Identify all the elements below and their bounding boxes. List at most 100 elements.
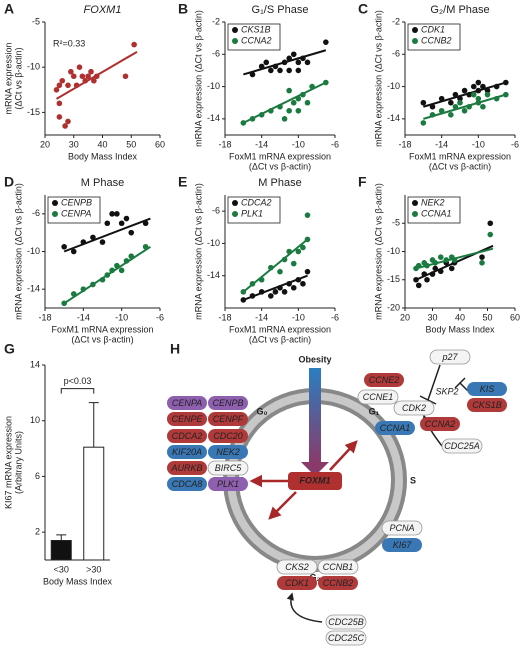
y-tick-label: -10: [387, 81, 400, 91]
legend-marker: [232, 211, 238, 217]
point: [131, 41, 137, 48]
gene-pill: [167, 461, 207, 475]
point: [300, 244, 306, 251]
trend-line: [423, 81, 507, 108]
x-tick-label: 40: [455, 312, 465, 322]
gene-label: CDK1: [285, 578, 309, 588]
point: [484, 91, 491, 98]
y-axis-label: (Arbitrary Units): [13, 431, 23, 494]
point: [452, 103, 459, 110]
point: [290, 99, 297, 106]
point: [62, 123, 68, 129]
x-tick-label: -18: [218, 312, 231, 322]
gene-pill: [208, 445, 248, 459]
point: [268, 107, 274, 114]
annotation: p<0.03: [64, 376, 92, 386]
legend-label: CENPA: [61, 208, 91, 218]
gene-pill: [167, 412, 207, 426]
arrow: [286, 592, 323, 623]
gene-label: AURKB: [170, 463, 202, 473]
gene-pill: [381, 520, 423, 536]
y-axis-label: mRNA expression (ΔCt vs β-actin): [193, 10, 203, 147]
legend-label: CKS1B: [241, 24, 271, 34]
point: [65, 118, 71, 125]
point: [300, 91, 306, 98]
point: [123, 215, 130, 222]
x-axis-label: FoxM1 mRNA expression: [229, 324, 331, 334]
x-tick-label: -10: [115, 312, 128, 322]
gene-pill: [441, 438, 483, 454]
point: [286, 67, 292, 74]
point: [128, 253, 135, 260]
x-tick-label: 50: [126, 139, 136, 149]
chart-title: FOXM1: [84, 4, 122, 16]
phase-label: G₂: [310, 572, 321, 582]
y-tick-label: -6: [392, 49, 400, 59]
chart-title: G₁/S Phase: [252, 4, 309, 16]
legend-label: CDK1: [421, 24, 445, 34]
y-tick-label: -14: [387, 113, 400, 123]
y-tick-label: -2: [212, 16, 220, 26]
y-tick-label: -14: [27, 284, 40, 294]
point: [443, 257, 450, 263]
gene-pill: [357, 389, 399, 405]
point: [240, 289, 247, 295]
point: [249, 293, 256, 299]
y-tick-label: -10: [207, 81, 220, 91]
point: [290, 285, 297, 291]
point: [448, 112, 454, 118]
point: [420, 99, 427, 106]
y-tick-label: -10: [207, 238, 220, 248]
point: [475, 95, 482, 102]
point: [53, 87, 60, 93]
cell-cycle-diagram: HObesityFOXM1G₀G₁SG₂MCENPACENPBCENPECENP…: [167, 341, 507, 646]
gene-label: CCNE1: [363, 392, 394, 402]
point: [470, 91, 477, 98]
point: [61, 243, 67, 250]
gene-label: CDCA8: [172, 479, 203, 489]
point: [59, 77, 66, 84]
gene-pill: [382, 538, 422, 552]
point: [142, 220, 149, 227]
x-axis-label: (ΔCt vs β-actin): [249, 161, 311, 171]
point: [484, 87, 491, 94]
point: [304, 59, 311, 66]
interaction: [454, 377, 469, 392]
point: [304, 99, 311, 106]
point: [104, 272, 111, 278]
point: [240, 297, 247, 303]
x-tick-label: -18: [218, 139, 231, 149]
phase-label: G₁: [369, 406, 380, 416]
gene-label: CENPB: [212, 398, 243, 408]
point: [432, 265, 439, 272]
point: [309, 83, 315, 90]
point: [258, 276, 265, 283]
gene-label: CENPF: [213, 414, 244, 424]
point: [300, 280, 306, 287]
point: [503, 91, 509, 98]
gene-pill: [325, 630, 367, 646]
point: [85, 73, 91, 80]
gene-label: p27: [441, 352, 458, 362]
x-tick-label: 20: [400, 312, 410, 322]
legend-label: NEK2: [421, 197, 445, 207]
x-axis-label: (ΔCt vs β-actin): [429, 161, 491, 171]
x-tick-label: 30: [427, 312, 437, 322]
point: [277, 67, 283, 74]
foxm1-box: [288, 472, 342, 490]
gene-label: SKP2: [435, 386, 458, 396]
point: [286, 248, 292, 255]
gene-label: CCNB2: [323, 578, 354, 588]
gene-label: CDC25A: [444, 441, 480, 451]
x-tick-label: -14: [255, 139, 268, 149]
panel-label: G: [4, 341, 15, 357]
point: [258, 289, 265, 295]
point: [272, 63, 279, 70]
point: [82, 77, 89, 84]
point: [99, 276, 106, 283]
y-tick-label: 10: [30, 415, 40, 425]
point: [79, 73, 86, 80]
point: [263, 59, 270, 66]
x-tick-label: 20: [40, 139, 50, 149]
gene-label: KI67: [393, 540, 413, 550]
